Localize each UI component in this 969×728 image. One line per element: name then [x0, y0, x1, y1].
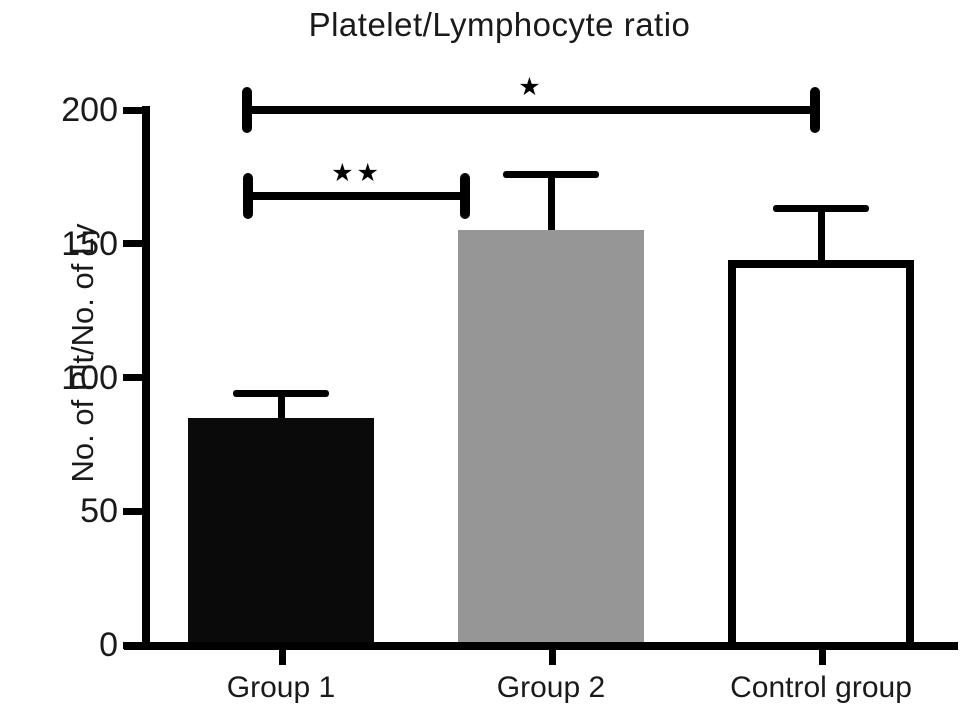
- x-tick: [818, 648, 826, 665]
- x-category-label: Group 1: [226, 671, 336, 704]
- significance-bracket-cap: [460, 172, 470, 219]
- significance-bracket-cap: [810, 87, 820, 133]
- significance-bracket-line: [247, 106, 820, 114]
- x-tick: [548, 648, 556, 665]
- y-tick-label: 100: [61, 358, 118, 397]
- significance-stars: ★: [518, 72, 544, 101]
- error-bar-cap: [503, 170, 599, 178]
- significance-bracket-cap: [243, 172, 253, 219]
- y-tick: [123, 106, 146, 114]
- y-tick-label: 0: [99, 626, 118, 664]
- bar-group-1: [188, 417, 374, 650]
- y-tick-label: 50: [80, 492, 118, 531]
- x-tick: [278, 648, 286, 665]
- bar-control-group: [728, 259, 914, 650]
- y-tick-label: 200: [61, 91, 118, 129]
- error-bar-stem: [277, 393, 285, 430]
- error-bar-stem: [817, 208, 825, 272]
- x-axis-line: [124, 642, 958, 650]
- y-tick: [123, 374, 146, 381]
- y-tick: [123, 240, 146, 248]
- x-category-label: Control group: [730, 671, 912, 704]
- y-tick-label: 150: [61, 224, 118, 263]
- error-bar-cap: [773, 205, 869, 213]
- y-tick: [123, 507, 146, 515]
- significance-stars: ★★: [331, 157, 382, 187]
- significance-bracket-cap: [242, 87, 252, 133]
- error-bar-cap: [233, 390, 329, 398]
- chart-title: Platelet/Lymphocyte ratio: [308, 6, 691, 43]
- y-axis-line: [142, 106, 150, 650]
- bar-group-2: [458, 230, 644, 650]
- error-bar-stem: [547, 174, 555, 243]
- significance-bracket-line: [248, 191, 470, 200]
- x-category-label: Group 2: [496, 671, 606, 704]
- y-tick: [123, 641, 146, 649]
